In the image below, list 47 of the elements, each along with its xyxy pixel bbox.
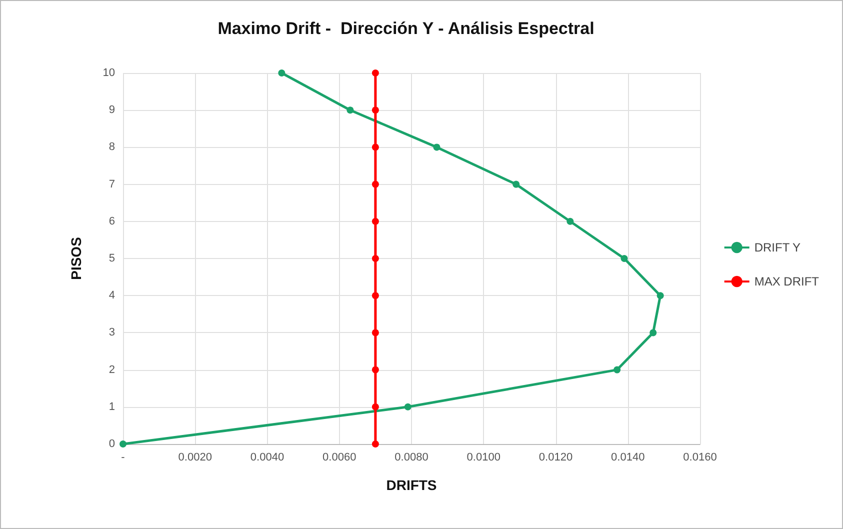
point	[614, 366, 621, 374]
x-tick-label: 0.0020	[178, 452, 212, 464]
point	[656, 292, 664, 300]
point	[372, 440, 379, 448]
y-tick-label: 5	[108, 252, 115, 264]
x-tick-label: 0.0160	[683, 452, 717, 464]
y-tick-label: 8	[108, 141, 115, 154]
y-tick-label: 2	[108, 364, 115, 376]
legend-label: DRIFT Y	[754, 240, 801, 254]
x-tick-label: 0.0120	[538, 452, 573, 464]
point	[372, 70, 379, 76]
point	[372, 329, 379, 336]
point	[404, 403, 412, 410]
y-tick-label: 1	[108, 400, 115, 413]
x-axis-title: DRIFTS	[386, 477, 437, 493]
point	[372, 292, 379, 300]
point	[372, 255, 379, 262]
y-tick-label: 6	[108, 215, 115, 228]
point	[650, 329, 657, 336]
x-tick-label: 0.0100	[466, 452, 500, 464]
y-tick-label: 9	[108, 104, 115, 116]
point	[620, 255, 628, 262]
x-tick-label: -	[121, 452, 126, 464]
x-tick-label: 0.0140	[611, 452, 645, 464]
y-tick-label: 3	[108, 326, 115, 339]
legend-label: MAX DRIFT	[754, 274, 820, 288]
y-axis-title: PISOS	[68, 237, 84, 280]
x-tick-label: 0.0040	[250, 452, 284, 464]
x-tick-label: 0.0080	[394, 452, 428, 464]
y-tick-label: 4	[108, 290, 115, 302]
point	[372, 106, 379, 114]
point	[372, 403, 379, 410]
point	[372, 218, 379, 225]
point	[433, 144, 440, 151]
point	[372, 180, 379, 188]
x-tick-label: 0.0060	[322, 452, 356, 464]
point	[278, 70, 286, 76]
point	[120, 440, 126, 448]
y-tick-label: 0	[108, 438, 115, 450]
point	[566, 218, 574, 225]
y-tick-label: 7	[108, 178, 115, 190]
point	[512, 180, 520, 188]
chart-title: Maximo Drift - Dirección Y - Análisis Espectral	[218, 19, 594, 38]
point	[372, 366, 379, 374]
point	[346, 106, 354, 114]
point	[372, 144, 379, 151]
y-tick-label: 10	[102, 67, 115, 79]
